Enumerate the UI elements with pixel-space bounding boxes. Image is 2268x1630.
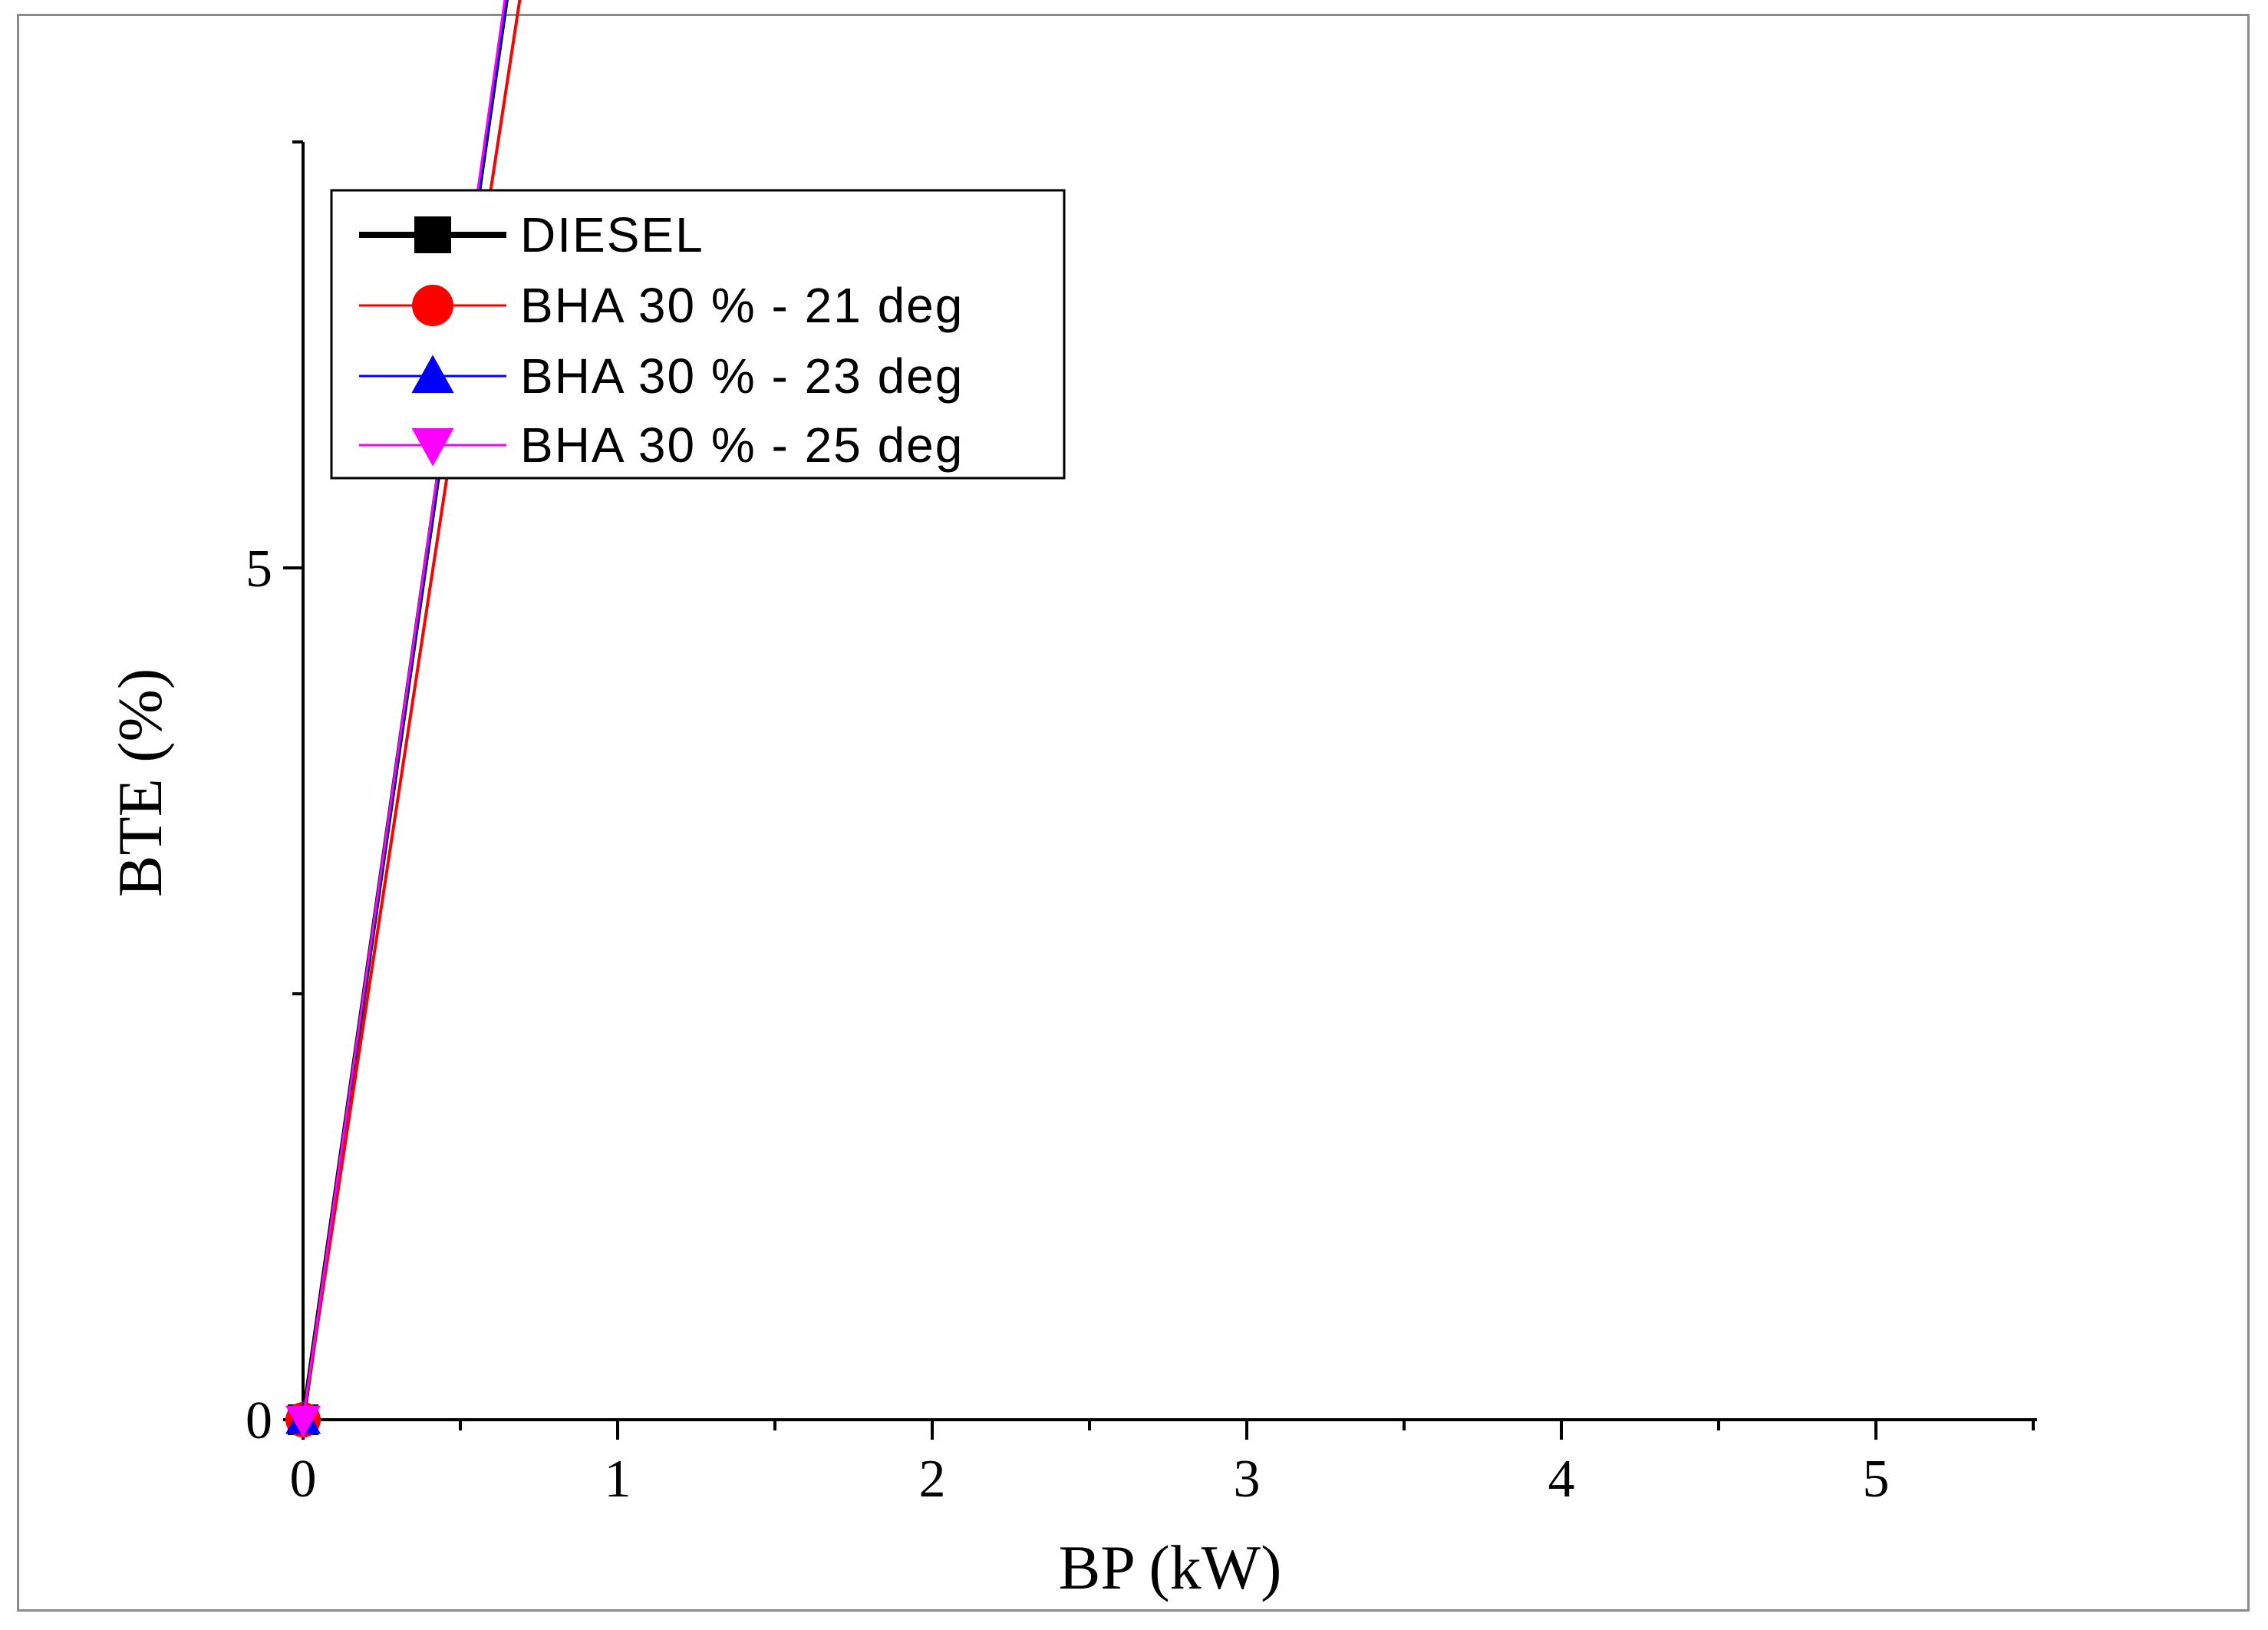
legend-marker <box>411 427 454 467</box>
legend-marker <box>414 216 451 253</box>
series-bha-30-25-deg <box>285 0 506 1437</box>
legend-label: DIESEL <box>520 207 704 262</box>
x-tick-label: 2 <box>919 1450 946 1509</box>
y-tick-label: 5 <box>246 539 272 599</box>
data-point <box>285 1405 321 1437</box>
legend: DIESEL BHA 30 % - 21 deg BHA 30 % - 23 deg… <box>330 189 1066 480</box>
x-tick-label: 4 <box>1548 1450 1575 1509</box>
x-axis-title: BP (kW) <box>1059 1533 1282 1602</box>
legend-label: BHA 30 % - 23 deg <box>520 348 964 404</box>
x-tick-label: 5 <box>1863 1450 1890 1509</box>
y-axis-title: BTE (%) <box>105 668 175 897</box>
figure-frame <box>17 14 2250 1612</box>
legend-marker <box>411 355 454 394</box>
axes: 01234505101520253035 <box>246 140 2037 1509</box>
y-tick-label: 0 <box>246 1391 272 1450</box>
legend-label: BHA 30 % - 25 deg <box>520 417 964 473</box>
legend-box <box>330 189 1066 480</box>
x-tick-label: 3 <box>1234 1450 1261 1509</box>
legend-label: BHA 30 % - 21 deg <box>520 278 964 333</box>
legend-marker <box>412 285 453 326</box>
x-tick-label: 0 <box>290 1450 317 1509</box>
series-layer <box>285 0 522 1437</box>
x-tick-label: 1 <box>605 1450 631 1509</box>
